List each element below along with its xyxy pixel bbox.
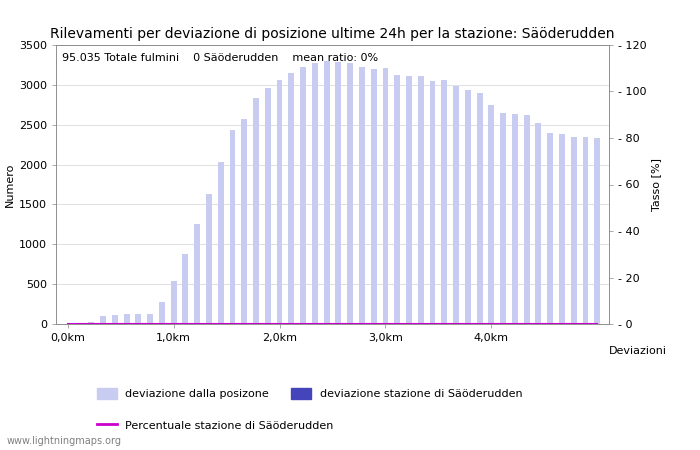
- Text: 95.035 Totale fulmini    0 Säöderudden    mean ratio: 0%: 95.035 Totale fulmini 0 Säöderudden mean…: [62, 54, 378, 63]
- Bar: [536, 123, 541, 324]
- Bar: [183, 254, 188, 324]
- Bar: [582, 137, 589, 324]
- Bar: [441, 80, 447, 324]
- Bar: [100, 316, 106, 324]
- Bar: [206, 194, 212, 324]
- Bar: [323, 61, 330, 324]
- Bar: [147, 315, 153, 324]
- Bar: [512, 113, 518, 324]
- Text: www.lightningmaps.org: www.lightningmaps.org: [7, 436, 122, 446]
- Bar: [312, 63, 318, 324]
- Bar: [159, 302, 164, 324]
- Bar: [559, 134, 565, 324]
- Bar: [276, 80, 283, 324]
- Bar: [406, 76, 412, 324]
- Bar: [88, 322, 95, 324]
- Bar: [135, 314, 141, 324]
- Bar: [335, 62, 342, 324]
- Bar: [371, 69, 377, 324]
- Bar: [570, 137, 577, 324]
- Bar: [465, 90, 470, 324]
- Bar: [430, 81, 435, 324]
- Bar: [524, 115, 530, 324]
- Bar: [477, 93, 482, 324]
- Y-axis label: Numero: Numero: [5, 162, 15, 207]
- Bar: [394, 75, 400, 324]
- Legend: Percentuale stazione di Säöderudden: Percentuale stazione di Säöderudden: [97, 419, 334, 431]
- Bar: [241, 119, 247, 324]
- Bar: [359, 68, 365, 324]
- Bar: [547, 134, 553, 324]
- Y-axis label: Tasso [%]: Tasso [%]: [651, 158, 661, 211]
- Bar: [418, 76, 424, 324]
- Bar: [347, 63, 353, 324]
- Bar: [594, 138, 600, 324]
- Bar: [171, 281, 176, 324]
- Bar: [124, 315, 130, 324]
- Bar: [230, 130, 235, 324]
- Bar: [489, 105, 494, 324]
- Bar: [253, 98, 259, 324]
- Bar: [453, 86, 459, 324]
- Bar: [195, 224, 200, 324]
- Bar: [218, 162, 224, 324]
- Bar: [288, 73, 294, 324]
- Legend: deviazione dalla posizone, deviazione stazione di Säöderudden: deviazione dalla posizone, deviazione st…: [97, 388, 523, 400]
- Bar: [300, 67, 306, 324]
- Bar: [265, 88, 271, 324]
- Title: Rilevamenti per deviazione di posizione ultime 24h per la stazione: Säöderudden: Rilevamenti per deviazione di posizione …: [50, 27, 615, 41]
- Bar: [382, 68, 389, 324]
- Text: Deviazioni: Deviazioni: [609, 346, 667, 356]
- Bar: [112, 315, 118, 324]
- Bar: [500, 113, 506, 324]
